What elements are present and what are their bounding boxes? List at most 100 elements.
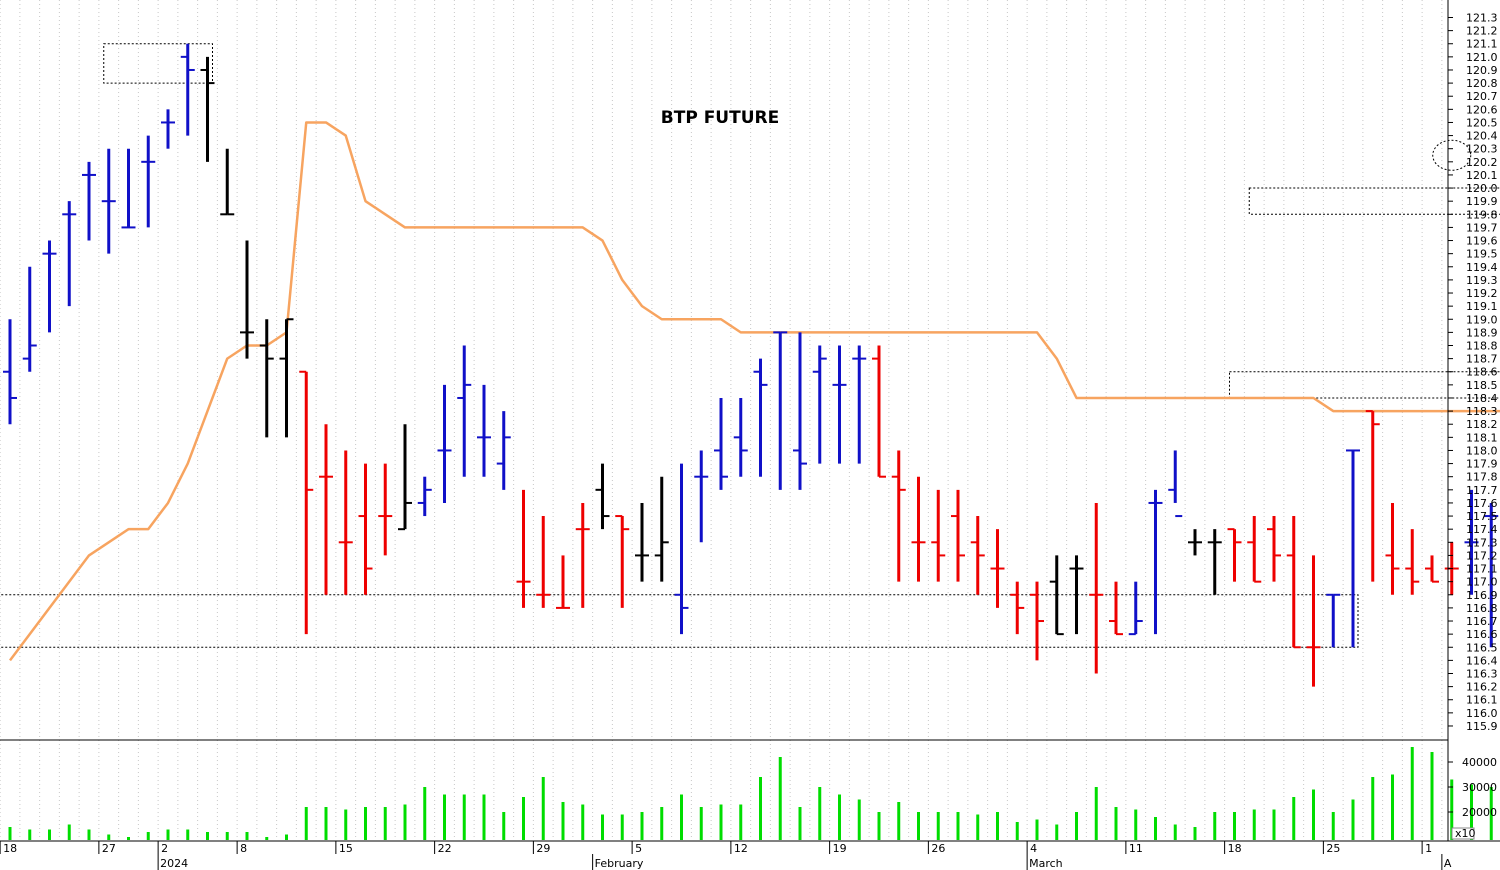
price-tick-label: 116.3 <box>1466 668 1498 681</box>
ohlc-bar <box>42 240 57 333</box>
stop-line-layer <box>9 121 1500 662</box>
price-tick-label: 118.9 <box>1466 326 1498 339</box>
price-tick-label: 117.8 <box>1466 471 1498 484</box>
price-tick-label: 119.9 <box>1466 195 1498 208</box>
price-tick-label: 119.8 <box>1466 208 1498 221</box>
volume-tick-label: 30000 <box>1462 781 1497 794</box>
price-tick-label: 116.1 <box>1466 694 1498 707</box>
ohlc-bar <box>22 266 37 372</box>
price-tick-label: 119.1 <box>1466 300 1498 313</box>
price-tick-label: 118.1 <box>1466 431 1498 444</box>
price-tick-label: 118.7 <box>1466 353 1498 366</box>
ohlc-bar <box>1207 529 1222 595</box>
dashed-box <box>1248 187 1500 215</box>
ohlc-bar <box>398 424 412 531</box>
price-tick-label: 118.0 <box>1466 444 1498 457</box>
date-tick-label: 11 <box>1129 842 1143 855</box>
ohlc-bar <box>477 384 491 477</box>
ohlc-bar <box>1405 529 1420 595</box>
date-tick-label: 19 <box>833 842 847 855</box>
price-tick-label: 116.8 <box>1466 602 1498 615</box>
ohlc-bar <box>338 450 353 595</box>
volume-multiplier-box <box>1451 827 1475 840</box>
month-label: March <box>1029 857 1063 870</box>
ohlc-bar <box>1030 581 1044 661</box>
month-label: February <box>595 857 644 870</box>
ohlc-bar <box>595 463 610 530</box>
price-tick-label: 121.0 <box>1466 51 1498 64</box>
price-tick-label: 118.4 <box>1466 392 1498 405</box>
price-tick-label: 119.4 <box>1466 261 1498 274</box>
ohlc-bar <box>1326 593 1341 648</box>
ohlc-bar <box>556 555 570 609</box>
price-tick-label: 117.2 <box>1466 549 1498 562</box>
ohlc-bar <box>259 319 274 438</box>
ohlc-bar <box>951 489 965 582</box>
ohlc-bar <box>417 476 432 517</box>
month-label: A <box>1444 857 1452 870</box>
ohlc-bar <box>1168 450 1183 518</box>
volume-multiplier-label: x10 <box>1455 827 1476 840</box>
ohlc-bar <box>161 109 175 149</box>
ohlc-bar <box>1049 555 1064 636</box>
ohlc-bar <box>1188 529 1202 556</box>
ohlc-bar <box>654 476 669 582</box>
ohlc-bar <box>457 345 472 477</box>
price-tick-label: 116.2 <box>1466 681 1498 694</box>
ohlc-bar <box>1109 581 1123 636</box>
ohlc-bar <box>970 516 985 595</box>
price-tick-label: 119.5 <box>1466 248 1498 261</box>
price-tick-label: 118.5 <box>1466 379 1498 392</box>
price-bars <box>3 43 1499 687</box>
price-tick-label: 120.8 <box>1466 77 1498 90</box>
price-tick-label: 118.8 <box>1466 340 1498 353</box>
ohlc-bar <box>753 358 768 477</box>
ohlc-bar <box>793 332 807 490</box>
volume-bars <box>8 747 1493 840</box>
ohlc-bar <box>200 56 215 162</box>
price-tick-label: 118.2 <box>1466 418 1498 431</box>
dashed-box <box>103 43 213 84</box>
price-tick-label: 120.0 <box>1466 182 1498 195</box>
ohlc-bar <box>674 463 689 635</box>
ohlc-bar <box>911 476 926 582</box>
ohlc-bar <box>516 489 531 608</box>
dashed-box <box>1229 371 1500 399</box>
ohlc-bar <box>1069 555 1084 635</box>
date-tick-label: 12 <box>734 842 748 855</box>
price-tick-label: 119.7 <box>1466 221 1498 234</box>
date-tick-label: 8 <box>240 842 247 855</box>
price-tick-label: 120.6 <box>1466 103 1498 116</box>
stop-line <box>9 121 1500 662</box>
price-tick-label: 120.9 <box>1466 64 1498 77</box>
ohlc-bar <box>101 148 116 254</box>
date-tick-label: 18 <box>1228 842 1242 855</box>
ohlc-bar <box>733 397 748 477</box>
ohlc-bar <box>1267 516 1281 582</box>
price-tick-label: 120.1 <box>1466 169 1498 182</box>
date-tick-label: 4 <box>1030 842 1037 855</box>
ohlc-bar <box>220 148 235 216</box>
ohlc-bar <box>319 424 333 595</box>
price-tick-label: 117.3 <box>1466 536 1498 549</box>
price-tick-label: 120.3 <box>1466 143 1498 156</box>
price-tick-label: 116.4 <box>1466 654 1498 667</box>
price-tick-label: 118.6 <box>1466 366 1498 379</box>
price-tick-label: 120.7 <box>1466 90 1498 103</box>
price-tick-label: 119.2 <box>1466 287 1498 300</box>
ohlc-bar <box>1385 502 1400 595</box>
ohlc-bar <box>1306 555 1321 687</box>
date-tick-label: 25 <box>1326 842 1340 855</box>
price-tick-label: 117.1 <box>1466 563 1498 576</box>
price-tick-label: 116.0 <box>1466 707 1498 720</box>
ohlc-bar <box>299 370 314 635</box>
date-tick-label: 22 <box>438 842 452 855</box>
ohlc-bar <box>615 515 630 608</box>
ohlc-bar <box>3 319 17 425</box>
price-tick-label: 120.2 <box>1466 156 1498 169</box>
chart-title: BTP FUTURE <box>661 108 779 128</box>
grid-lines <box>0 0 1443 840</box>
ohlc-bar <box>496 411 511 490</box>
price-tick-label: 119.0 <box>1466 313 1498 326</box>
